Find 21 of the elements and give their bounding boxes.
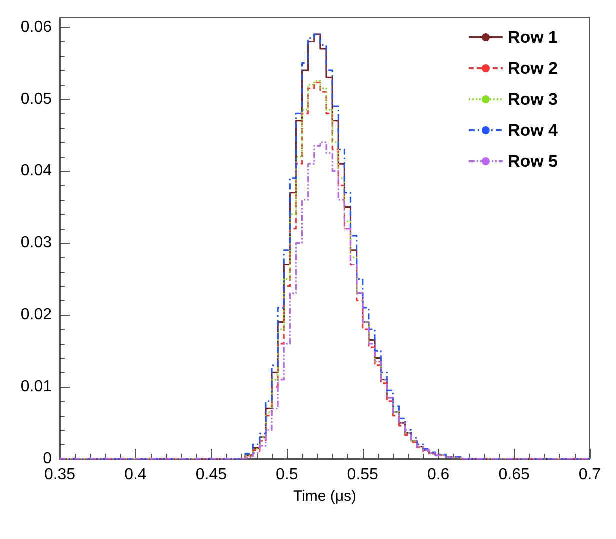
x-tick-label: 0.45 [196,466,228,484]
x-tick-label: 0.7 [578,466,602,484]
legend-label: Row 3 [508,90,558,109]
y-tick-label: 0.03 [20,234,52,252]
y-tick-label: 0.02 [20,306,52,324]
x-tick-label: 0.55 [347,466,379,484]
x-tick-label: 0.35 [44,466,76,484]
y-tick-label: 0 [43,450,52,468]
y-tick-label: 0.04 [20,162,52,180]
x-tick-label: 0.5 [276,466,298,484]
x-tick-label: 0.65 [498,466,530,484]
legend-label: Row 5 [508,152,558,171]
legend-label: Row 2 [508,59,558,78]
legend-label: Row 4 [508,121,559,140]
x-tick-label: 0.4 [124,466,147,484]
y-tick-label: 0.01 [20,378,52,396]
x-tick-label: 0.6 [427,466,450,484]
x-axis-title: Time (μs) [293,488,357,505]
legend-label: Row 1 [508,28,558,47]
y-tick-label: 0.05 [20,90,52,108]
y-tick-label: 0.06 [20,18,52,36]
